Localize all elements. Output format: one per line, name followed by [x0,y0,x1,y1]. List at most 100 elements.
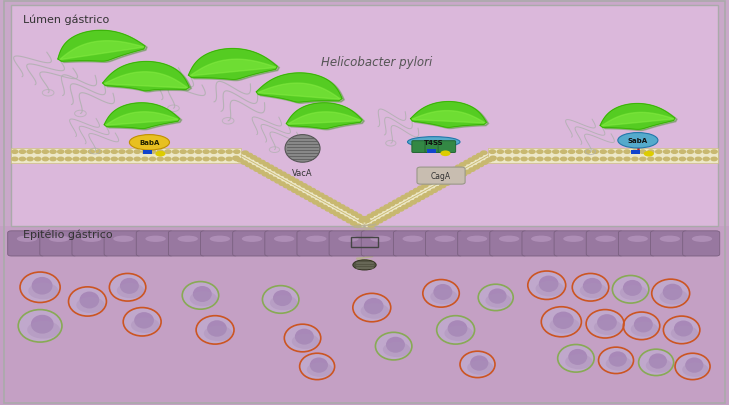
Circle shape [88,158,94,161]
Circle shape [671,158,677,161]
Circle shape [142,151,148,154]
Circle shape [497,151,503,154]
Ellipse shape [361,303,389,319]
Circle shape [405,194,411,197]
FancyBboxPatch shape [554,231,591,256]
FancyBboxPatch shape [394,231,430,256]
Ellipse shape [77,297,105,313]
Ellipse shape [145,236,165,242]
Circle shape [96,158,102,161]
Ellipse shape [478,284,513,311]
Ellipse shape [196,316,234,344]
Ellipse shape [606,356,632,371]
Ellipse shape [423,280,459,307]
Circle shape [695,158,701,161]
Circle shape [155,151,165,157]
Ellipse shape [242,236,262,242]
Ellipse shape [192,286,211,302]
Ellipse shape [207,320,227,337]
Circle shape [422,184,428,188]
Circle shape [537,158,543,161]
Ellipse shape [285,135,320,163]
Ellipse shape [583,278,601,294]
Circle shape [711,158,717,161]
Circle shape [385,215,391,219]
Circle shape [480,151,487,155]
Ellipse shape [623,280,642,296]
Circle shape [444,183,450,186]
Circle shape [363,217,369,220]
FancyBboxPatch shape [72,231,109,256]
Ellipse shape [609,352,627,367]
Ellipse shape [28,283,58,300]
Circle shape [267,175,273,179]
Ellipse shape [674,321,693,337]
Circle shape [12,151,17,154]
Circle shape [435,187,442,190]
Circle shape [486,159,492,162]
Circle shape [368,224,374,228]
Ellipse shape [123,308,161,336]
Circle shape [687,151,693,154]
Circle shape [142,158,148,161]
Circle shape [149,151,155,154]
Circle shape [456,166,461,169]
Ellipse shape [117,283,144,298]
Circle shape [233,157,239,160]
Ellipse shape [663,284,682,301]
FancyBboxPatch shape [682,231,720,256]
Ellipse shape [692,236,712,242]
Ellipse shape [539,276,558,292]
Circle shape [300,194,306,198]
Ellipse shape [586,310,624,338]
Circle shape [703,151,709,154]
Bar [427,150,436,154]
Ellipse shape [488,289,507,304]
FancyBboxPatch shape [417,168,465,185]
Circle shape [456,175,462,179]
Circle shape [234,151,240,154]
Text: Epitélio gástrico: Epitélio gástrico [23,229,113,239]
Polygon shape [105,64,192,93]
Circle shape [343,208,349,211]
Ellipse shape [262,286,299,313]
FancyBboxPatch shape [458,231,495,256]
Circle shape [165,151,171,154]
Ellipse shape [596,236,616,242]
Circle shape [402,206,408,209]
Bar [631,150,640,154]
Circle shape [317,203,323,207]
Circle shape [447,171,453,174]
Polygon shape [413,104,488,129]
Polygon shape [190,60,276,77]
Circle shape [545,151,551,154]
FancyBboxPatch shape [412,141,429,153]
Ellipse shape [270,295,297,311]
Ellipse shape [536,281,564,297]
Circle shape [569,158,574,161]
Circle shape [465,171,471,174]
Polygon shape [286,104,362,129]
Circle shape [359,220,365,223]
Ellipse shape [204,326,233,341]
Polygon shape [103,62,190,92]
FancyBboxPatch shape [426,231,463,256]
FancyBboxPatch shape [618,231,655,256]
Circle shape [409,191,416,195]
Ellipse shape [31,277,52,295]
Circle shape [561,151,566,154]
Circle shape [338,215,344,219]
Ellipse shape [580,283,607,298]
Ellipse shape [486,294,512,308]
Circle shape [505,151,511,154]
Circle shape [42,158,48,161]
Circle shape [301,184,307,188]
Circle shape [58,151,63,154]
Circle shape [66,158,71,161]
Polygon shape [59,42,144,61]
Circle shape [134,158,140,161]
FancyBboxPatch shape [104,231,141,256]
Circle shape [81,151,87,154]
Polygon shape [411,111,486,124]
Circle shape [173,158,179,161]
